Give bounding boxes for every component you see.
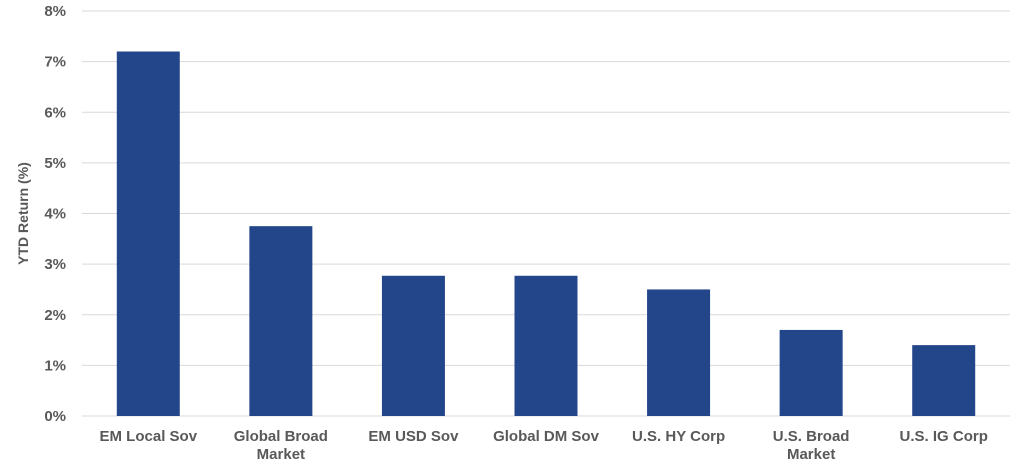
bar (116, 51, 180, 416)
y-tick-label: 3% (44, 256, 66, 273)
bar (779, 329, 843, 416)
x-category-label: EM Local Sov (100, 428, 198, 445)
x-axis-categories: EM Local Sov Global Broad Market EM USD Sov… (100, 428, 988, 463)
y-tick-label: 2% (44, 307, 66, 324)
x-category-label: U.S. IG Corp (900, 428, 988, 445)
y-axis-title: YTD Return (%) (15, 162, 31, 265)
x-category-label: U.S. HY Corp (632, 428, 725, 445)
x-category-label: U.S. Broad Market (773, 428, 850, 463)
x-category-label: Global Broad Market (234, 428, 328, 463)
y-tick-label: 1% (44, 357, 66, 374)
y-tick-label: 8% (44, 3, 66, 20)
y-tick-label: 6% (44, 104, 66, 121)
y-axis-ticks: 0% 1% 2% 3% 4% 5% 6% 7% 8% (44, 3, 66, 425)
y-tick-label: 5% (44, 155, 66, 172)
y-tick-label: 4% (44, 206, 66, 223)
y-tick-label: 0% (44, 408, 66, 425)
y-tick-label: 7% (44, 54, 66, 71)
bar (381, 275, 445, 416)
bar (514, 275, 578, 416)
bar (249, 226, 313, 416)
bars (116, 51, 976, 416)
x-category-label: EM USD Sov (368, 428, 459, 445)
gridlines (82, 10, 1010, 417)
bar (647, 289, 711, 416)
x-category-label: Global DM Sov (493, 428, 600, 445)
bar (912, 345, 976, 416)
